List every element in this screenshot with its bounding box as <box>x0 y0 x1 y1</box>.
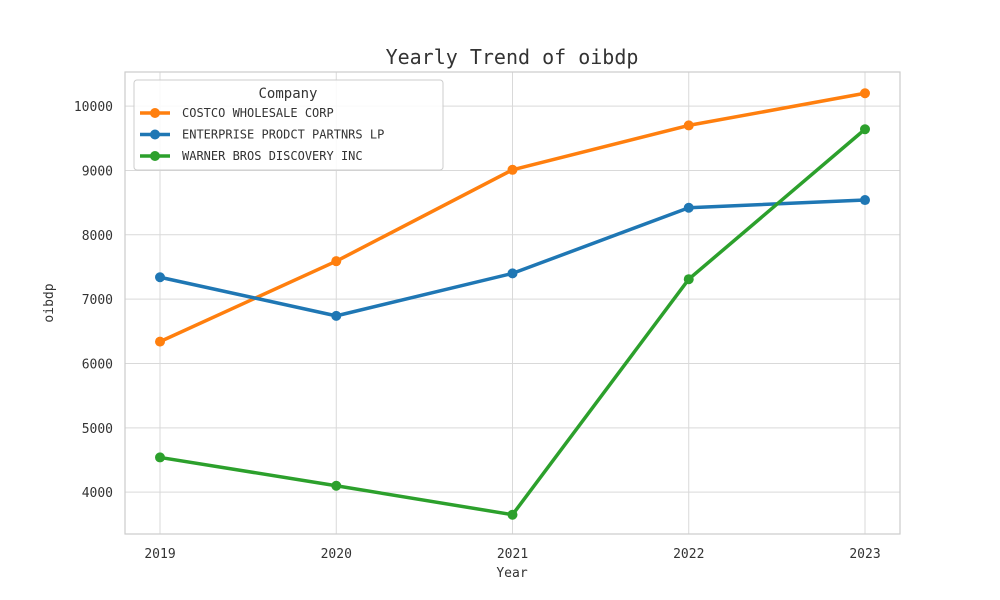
y-tick-label: 4000 <box>82 486 113 501</box>
x-tick-labels: 2019 2020 2021 2022 2023 <box>144 547 880 562</box>
legend-item: WARNER BROS DISCOVERY INC <box>140 149 363 163</box>
data-point <box>331 310 342 321</box>
legend-title: Company <box>258 86 317 102</box>
x-tick-label: 2022 <box>673 547 704 562</box>
x-tick-label: 2020 <box>321 547 352 562</box>
data-point <box>860 195 870 206</box>
data-point <box>155 452 165 463</box>
data-point <box>683 274 694 285</box>
legend-swatch-marker <box>150 151 160 161</box>
data-point <box>507 509 518 520</box>
legend-box <box>133 79 444 171</box>
data-point <box>331 480 342 491</box>
data-point <box>860 88 870 99</box>
data-point <box>155 272 165 283</box>
y-tick-label: 8000 <box>82 229 113 244</box>
series-lines <box>155 88 870 520</box>
y-tick-label: 9000 <box>82 164 113 179</box>
y-tick-label: 10000 <box>74 100 113 115</box>
legend-label: ENTERPRISE PRODCT PARTNRS LP <box>182 128 384 142</box>
x-tick-label: 2019 <box>144 547 175 562</box>
x-tick-label: 2023 <box>849 547 880 562</box>
legend-swatch-marker <box>150 129 160 140</box>
y-axis-label: oibdp <box>42 283 57 322</box>
data-point <box>507 164 518 175</box>
x-tick-label: 2021 <box>497 547 528 562</box>
data-point <box>683 120 694 131</box>
legend-items: COSTCO WHOLESALE CORP ENTERPRISE PRODCT P… <box>140 106 384 163</box>
legend-label: WARNER BROS DISCOVERY INC <box>182 149 363 163</box>
data-point <box>155 336 165 347</box>
series-1 <box>155 195 870 321</box>
legend-item: COSTCO WHOLESALE CORP <box>140 106 334 120</box>
data-point <box>683 202 694 213</box>
series-0 <box>155 88 870 347</box>
data-point <box>860 124 870 135</box>
x-axis-label: Year <box>496 566 527 581</box>
legend-swatch-marker <box>150 108 160 118</box>
legend: Company COSTCO WHOLESALE CORP ENTERPRISE … <box>133 79 444 171</box>
y-tick-label: 5000 <box>82 422 113 437</box>
chart-title: Yearly Trend of oibdp <box>386 45 639 69</box>
y-tick-labels: 4000 5000 6000 7000 8000 9000 10000 <box>74 100 113 501</box>
y-tick-label: 6000 <box>82 357 113 372</box>
data-point <box>331 256 342 267</box>
y-tick-label: 7000 <box>82 293 113 308</box>
data-point <box>507 268 518 279</box>
legend-item: ENTERPRISE PRODCT PARTNRS LP <box>140 128 384 142</box>
legend-label: COSTCO WHOLESALE CORP <box>182 106 334 120</box>
plot-frame <box>124 71 901 535</box>
series-2 <box>155 124 870 520</box>
